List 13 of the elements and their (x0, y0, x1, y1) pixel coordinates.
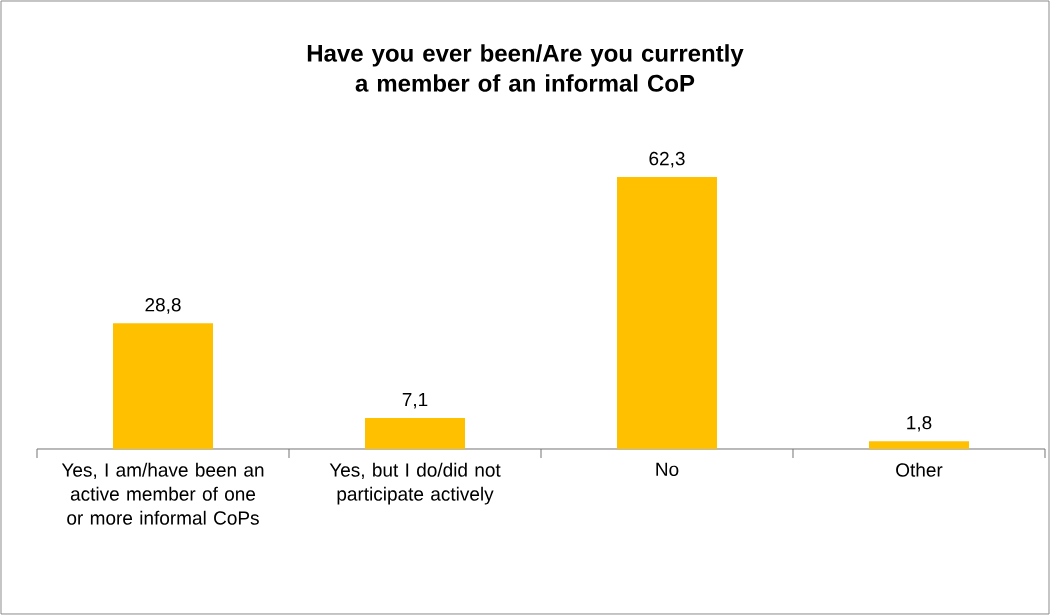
data-label: 28,8 (145, 298, 181, 314)
x-tick-label: Other (896, 462, 943, 477)
data-label: 1,8 (907, 415, 932, 432)
bar (113, 323, 214, 449)
x-tick-label: Yes, I am/have been an active member of one or more informal CoPs (61, 462, 264, 525)
x-tick-label: Yes, but I do/did not participate actively (329, 462, 501, 505)
bar (365, 418, 465, 449)
bar (617, 177, 717, 449)
data-label: 7,1 (402, 392, 428, 409)
bar (869, 441, 969, 449)
chart-title: Have you ever been/Are you currently a member of an informal CoP (307, 44, 744, 92)
x-tick-label: No (656, 462, 679, 477)
data-label: 62,3 (649, 151, 685, 168)
